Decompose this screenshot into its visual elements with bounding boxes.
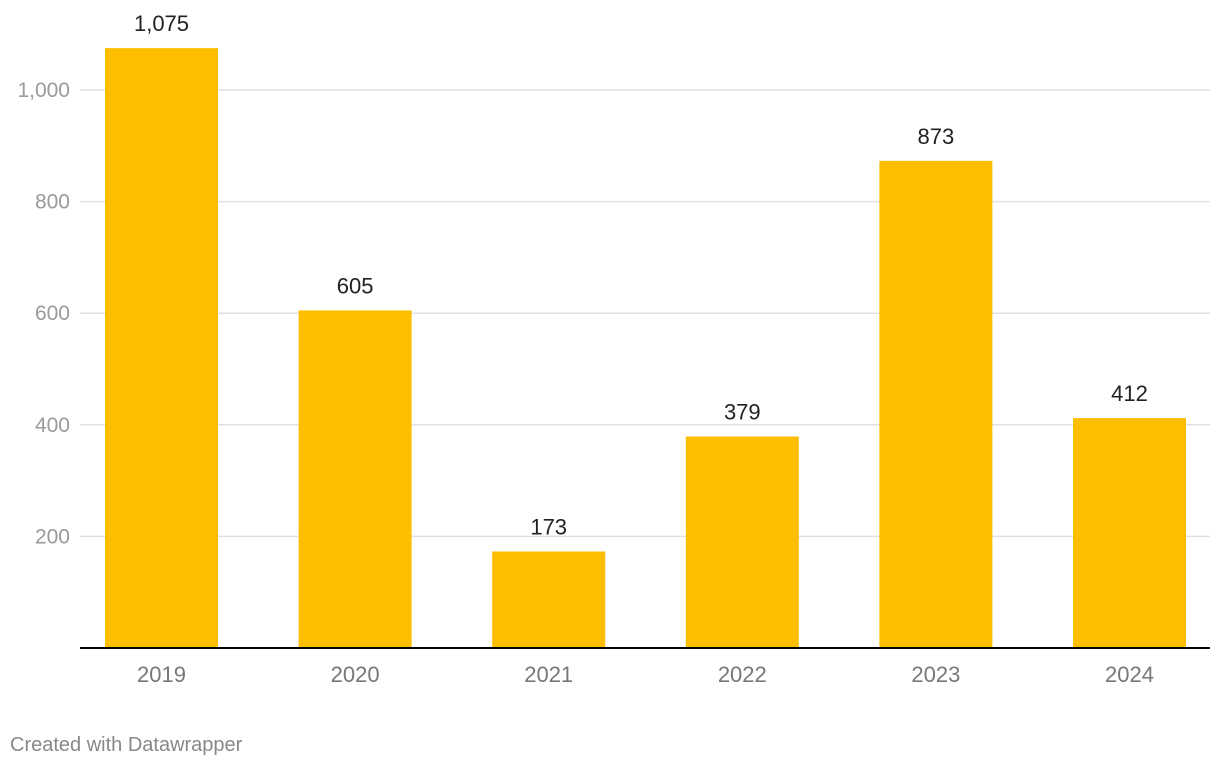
x-tick-label-2022: 2022: [718, 662, 767, 687]
value-label-2024: 412: [1111, 381, 1148, 406]
gridlines: [80, 89, 1210, 538]
y-axis-tick-labels: 200 400 600 800 1,000: [17, 79, 70, 548]
bar-2022: [685, 436, 799, 648]
x-axis-category-labels: 2019 2020 2021 2022 2023 2024: [137, 662, 1154, 687]
y-tick-label: 600: [35, 302, 70, 325]
y-tick-label: 200: [35, 525, 70, 548]
x-tick-label-2019: 2019: [137, 662, 186, 687]
y-tick-label: 1,000: [17, 79, 70, 102]
x-tick-label-2020: 2020: [331, 662, 380, 687]
value-label-2020: 605: [337, 273, 374, 298]
bar-2024: [1073, 418, 1186, 648]
y-tick-label: 400: [35, 414, 70, 437]
value-label-2021: 173: [530, 514, 567, 539]
bar-2019: [105, 48, 218, 648]
bar-2021: [492, 551, 606, 648]
bars: [105, 48, 1186, 648]
value-label-2022: 379: [724, 400, 761, 425]
x-tick-label-2023: 2023: [911, 662, 960, 687]
value-label-2019: 1,075: [134, 11, 189, 36]
value-labels: 1,075 605 173 379 873 412: [134, 11, 1148, 539]
bar-2023: [879, 160, 993, 648]
y-tick-label: 800: [35, 191, 70, 214]
value-label-2023: 873: [918, 124, 955, 149]
bar-2020: [298, 310, 412, 648]
credit-text: Created with Datawrapper: [10, 734, 243, 756]
x-tick-label-2021: 2021: [524, 662, 573, 687]
x-tick-label-2024: 2024: [1105, 662, 1154, 687]
bar-chart: 200 400 600 800 1,000 1,075 605 173 379 873 412 2…: [17, 11, 1210, 687]
